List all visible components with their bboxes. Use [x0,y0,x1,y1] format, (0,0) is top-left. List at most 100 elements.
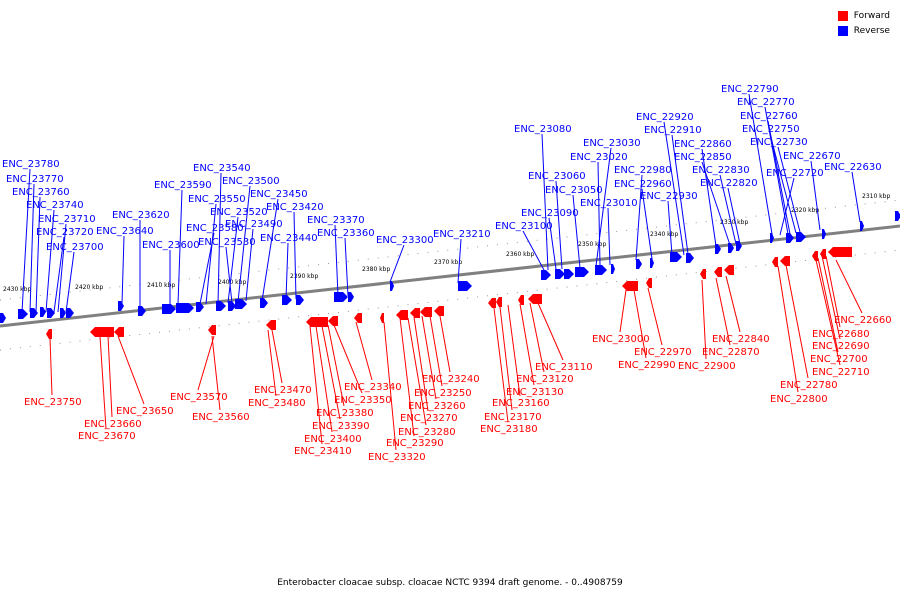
forward-gene-leader [493,307,509,423]
reverse-gene-label: ENC_23370 [307,215,365,226]
reverse-gene-leader [719,174,737,245]
forward-gene-arrow [114,327,124,337]
kbp-tick-label: 2370 kbp [434,259,462,266]
forward-gene-label: ENC_23750 [24,397,82,408]
reverse-gene-arrow [796,232,806,242]
reverse-gene-label: ENC_23090 [521,208,579,219]
legend: Forward Reverse [837,8,890,38]
forward-gene-label: ENC_23660 [84,419,142,430]
reverse-gene-arrow [196,302,204,312]
forward-gene-arrow [828,247,852,257]
forward-gene-leader [117,335,145,405]
forward-gene-label: ENC_23180 [480,424,538,435]
reverse-gene-leader [389,244,405,283]
forward-gene-leader [383,321,397,451]
reverse-gene-leader [293,211,297,300]
reverse-gene-label: ENC_23020 [570,152,628,163]
forward-gene-label: ENC_23650 [116,406,174,417]
forward-gene-label: ENC_22970 [634,347,692,358]
reverse-gene-leader [641,188,653,260]
reverse-gene-arrow [334,292,348,302]
reverse-gene-arrow [686,253,694,263]
forward-gene-leader [633,289,647,359]
reverse-gene-leader [764,106,789,235]
forward-gene-label: ENC_23280 [398,427,456,438]
forward-gene-leader [815,259,841,366]
forward-gene-label: ENC_23000 [592,334,650,345]
reverse-gene-leader [457,238,462,284]
reverse-gene-leader [671,134,689,255]
reverse-gene-arrow [60,308,66,318]
reverse-gene-arrow [541,270,551,280]
reverse-gene-arrow [564,269,574,279]
forward-gene-arrow [646,278,652,288]
kbp-tick-label: 2390 kbp [290,273,318,280]
forward-gene-arrow [622,281,638,291]
reverse-gene-arrow [786,233,794,243]
reverse-gene-label: ENC_22910 [644,125,702,136]
kbp-tick-label: 2310 kbp [862,193,890,200]
reverse-gene-leader [285,242,289,300]
forward-gene-leader [499,306,513,411]
forward-gene-arrow [410,308,420,318]
reverse-gene-arrow [118,301,124,311]
reverse-gene-arrow [260,298,268,308]
reverse-gene-arrow [611,264,615,274]
forward-gene-leader [619,289,627,333]
forward-gene-label: ENC_22800 [770,394,828,405]
reverse-gene-leader [851,171,861,223]
reverse-gene-label: ENC_23760 [12,187,70,198]
reverse-gene-label: ENC_23620 [112,210,170,221]
reverse-gene-arrow [895,211,900,221]
forward-gene-arrow [700,269,706,279]
forward-gene-arrow [780,256,790,266]
reverse-gene-label: ENC_23440 [260,233,318,244]
forward-gene-label: ENC_23170 [484,412,542,423]
reverse-gene-leader [245,228,254,302]
reverse-gene-label: ENC_23520 [210,207,268,218]
reverse-gene-leader [548,217,557,270]
reverse-gene-arrow [176,303,194,313]
reverse-gene-leader [777,146,801,233]
forward-gene-label: ENC_23380 [316,408,374,419]
reverse-gene-arrow [40,307,46,317]
reverse-gene-label: ENC_23490 [225,219,283,230]
reverse-gene-leader [65,251,75,313]
forward-gene-leader [399,317,415,437]
forward-gene-label: ENC_23240 [422,374,480,385]
forward-gene-arrow [46,329,52,339]
reverse-gene-label: ENC_22730 [750,137,808,148]
forward-gene-label: ENC_23390 [312,421,370,432]
reverse-gene-label: ENC_23580 [186,223,244,234]
reverse-gene-label: ENC_22980 [614,165,672,176]
reverse-gene-leader [217,172,222,305]
forward-gene-leader [817,257,839,353]
forward-gene-label: ENC_22990 [618,360,676,371]
reverse-gene-leader [522,230,545,271]
reverse-gene-leader [57,223,67,313]
forward-gene-arrow [772,257,778,267]
forward-gene-label: ENC_22690 [812,341,870,352]
reverse-gene-label: ENC_22930 [640,191,698,202]
forward-gene-leader [309,325,323,445]
forward-gene-arrow [714,267,722,277]
reverse-gene-arrow [715,244,721,254]
reverse-gene-arrow [296,295,304,305]
forward-gene-label: ENC_23250 [414,388,472,399]
reverse-gene-leader [35,196,41,313]
forward-gene-label: ENC_23350 [334,395,392,406]
reverse-gene-leader [53,236,65,313]
reverse-gene-leader [45,209,55,313]
forward-gene-label: ENC_23110 [535,362,593,373]
kbp-tick-label: 2380 kbp [362,266,390,273]
legend-item-reverse: Reverse [837,23,890,38]
reverse-gene-leader [597,161,601,266]
reverse-gene-leader [635,174,643,261]
reverse-gene-leader [779,177,795,236]
legend-label-forward: Forward [853,10,890,21]
forward-gene-arrow [488,298,496,308]
reverse-gene-label: ENC_23540 [193,163,251,174]
reverse-gene-label: ENC_23550 [188,194,246,205]
lower-guide-line [0,249,900,351]
reverse-gene-label: ENC_23700 [46,242,104,253]
